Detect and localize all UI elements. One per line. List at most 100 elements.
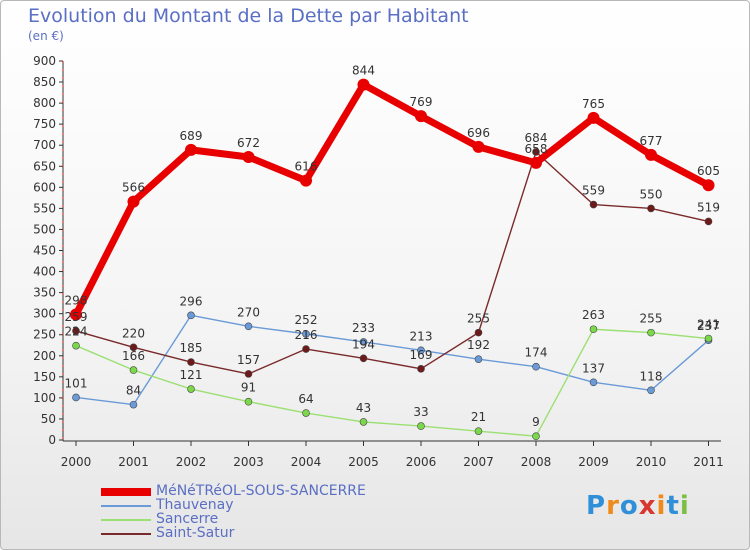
legend-swatch-2 (101, 519, 151, 521)
series-1-label-7: 192 (467, 338, 490, 352)
series-0-point-7 (472, 140, 485, 153)
x-tick-label-2011: 2011 (693, 455, 724, 469)
x-tick-label-2000: 2000 (61, 455, 92, 469)
series-2-point-0 (72, 341, 80, 350)
series-3-point-9 (589, 200, 598, 209)
series-0-label-2: 689 (180, 129, 203, 143)
series-2-point-1 (129, 366, 138, 374)
series-2-point-4 (302, 409, 310, 417)
series-2-label-5: 43 (356, 401, 371, 415)
series-0-point-2 (185, 143, 197, 156)
series-3-point-0 (72, 327, 80, 335)
series-0-label-11: 605 (697, 164, 720, 178)
logo-letter-1: r (606, 491, 620, 521)
logo-letter-6: i (679, 491, 690, 521)
series-0-point-4 (300, 174, 312, 187)
series-3-point-6 (417, 365, 425, 373)
series-0-point-3 (242, 151, 255, 164)
series-1-label-8: 174 (525, 346, 548, 360)
series-3-point-4 (302, 345, 310, 353)
series-line-0 (72, 81, 712, 319)
logo-letter-0: P (586, 491, 607, 521)
series-1-point-4 (302, 330, 310, 338)
series-0-point-6 (415, 110, 427, 123)
series-line-1 (75, 314, 710, 406)
series-3-label-7: 255 (467, 312, 490, 326)
x-tick-label-2002: 2002 (176, 455, 207, 469)
series-0-label-7: 696 (467, 126, 490, 140)
y-tick-label-500: 500 (33, 222, 56, 236)
x-tick-label-2001: 2001 (118, 455, 149, 469)
series-3-label-2: 185 (180, 341, 203, 355)
series-3-point-10 (647, 204, 655, 213)
series-2-point-6 (417, 422, 425, 430)
series-1-point-10 (647, 386, 655, 395)
y-tick-label-800: 800 (33, 96, 56, 110)
series-1-point-5 (359, 338, 368, 346)
series-1-point-6 (417, 346, 425, 355)
logo-letter-4: i (656, 491, 667, 521)
x-tick-label-2010: 2010 (636, 455, 667, 469)
series-0-point-10 (645, 148, 657, 161)
series-0-point-1 (127, 195, 140, 208)
series-2-label-4: 64 (298, 392, 313, 406)
series-1-point-8 (532, 362, 540, 371)
legend-swatch-1 (101, 505, 151, 507)
series-3-point-3 (244, 370, 253, 378)
series-3-label-0: 259 (65, 310, 88, 324)
chart-unit: (en €) (28, 29, 64, 43)
legend-label-2: Sancerre (156, 511, 219, 527)
series-1-label-6: 213 (410, 329, 433, 343)
y-tick-label-650: 650 (33, 159, 56, 173)
series-1-label-3: 270 (237, 305, 260, 319)
series-1-label-4: 252 (295, 313, 318, 327)
series-1-point-2 (187, 311, 195, 320)
y-tick-label-750: 750 (33, 117, 56, 131)
y-tick-label-450: 450 (33, 244, 56, 258)
series-3-label-10: 550 (640, 187, 663, 201)
series-3-point-11 (704, 217, 713, 226)
series-1-label-10: 118 (640, 369, 663, 383)
series-3-label-6: 169 (410, 348, 433, 362)
logo-letter-2: o (619, 491, 639, 521)
series-2-label-10: 255 (640, 312, 663, 326)
series-2-label-6: 33 (413, 405, 428, 419)
series-0-label-9: 765 (582, 97, 605, 111)
series-2-point-2 (187, 385, 195, 393)
y-tick-label-300: 300 (33, 307, 56, 321)
series-2-label-0: 224 (65, 325, 88, 339)
series-1-label-11: 237 (697, 319, 720, 333)
x-tick-label-2008: 2008 (521, 455, 552, 469)
series-0-label-0: 298 (65, 294, 88, 308)
x-tick-label-2003: 2003 (233, 455, 264, 469)
series-line-3 (75, 151, 710, 375)
y-tick-label-200: 200 (33, 349, 56, 363)
legend-label-1: Thauvenay (156, 497, 234, 513)
series-3-point-5 (359, 354, 368, 363)
series-1-point-1 (129, 400, 138, 409)
series-1-label-0: 101 (65, 376, 88, 390)
y-tick-label-250: 250 (33, 328, 56, 342)
series-2-label-8: 9 (532, 415, 540, 429)
y-tick-label-400: 400 (33, 265, 56, 279)
x-tick-label-2006: 2006 (406, 455, 437, 469)
y-tick-label-100: 100 (33, 391, 56, 405)
series-1-label-9: 137 (582, 361, 605, 375)
series-2-label-9: 263 (582, 308, 605, 322)
series-3-label-5: 194 (352, 337, 375, 351)
x-tick-label-2007: 2007 (463, 455, 494, 469)
series-3-point-1 (129, 343, 138, 352)
legend-swatch-3 (101, 533, 151, 535)
series-1-point-7 (474, 355, 483, 363)
series-0-label-4: 616 (295, 160, 318, 174)
series-1-point-0 (72, 393, 80, 402)
chart-title: Evolution du Montant de la Dette par Hab… (28, 5, 469, 27)
series-2-point-7 (474, 427, 483, 435)
series-1-label-5: 233 (352, 321, 375, 335)
series-1-point-9 (589, 378, 598, 387)
series-3-point-8 (532, 148, 540, 156)
series-1-label-2: 296 (180, 294, 203, 308)
series-0-label-10: 677 (640, 134, 663, 148)
